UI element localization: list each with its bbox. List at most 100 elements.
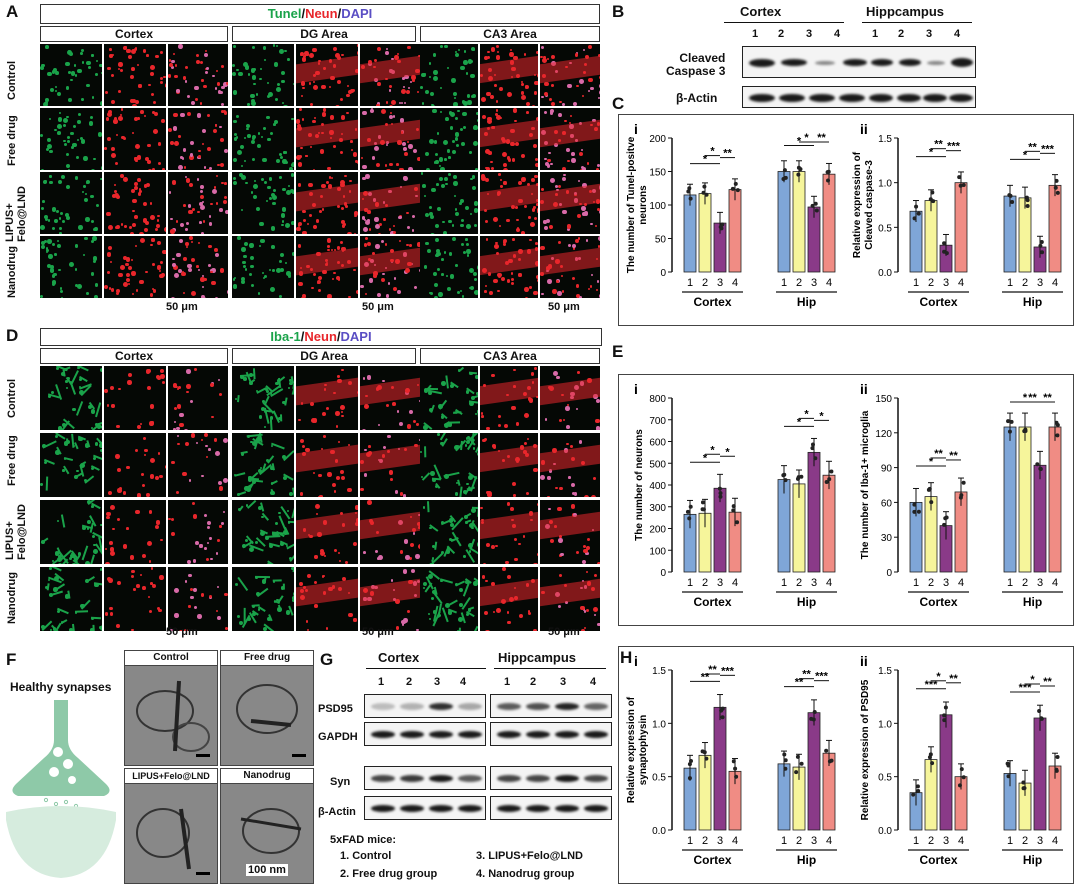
sig-mark: *	[710, 146, 715, 158]
y-tick-label: 1.5	[652, 666, 666, 677]
sig-mark: ***	[721, 665, 735, 677]
micrograph-tile	[540, 433, 600, 497]
x-tick-label: 1	[781, 277, 787, 289]
scale-d-1: 50 μm	[166, 626, 198, 638]
data-point	[1053, 185, 1058, 190]
data-point	[827, 759, 832, 764]
sig-mark: **	[1028, 141, 1037, 153]
data-point	[930, 190, 935, 195]
data-point	[1055, 433, 1060, 438]
sig-mark: **	[802, 669, 811, 681]
micrograph-tile	[420, 567, 478, 631]
bar	[807, 451, 821, 573]
data-point	[824, 748, 829, 753]
x-tick-label: 3	[1037, 277, 1043, 289]
sig-mark: *	[703, 154, 708, 166]
data-point	[813, 456, 818, 461]
group-label: Cortex	[693, 595, 731, 609]
micrograph-tile	[296, 567, 358, 631]
micrograph-tile	[420, 108, 478, 170]
bar	[807, 712, 821, 831]
data-point	[733, 181, 738, 186]
data-point	[912, 502, 917, 507]
x-tick-label: 1	[913, 577, 919, 589]
x-tick-label: 4	[1052, 577, 1058, 589]
data-point	[824, 480, 829, 485]
title-sep: /	[301, 6, 306, 21]
blot-strip	[364, 694, 486, 718]
x-tick-label: 3	[811, 835, 817, 847]
micrograph-tile	[540, 172, 600, 234]
data-point	[687, 186, 692, 191]
x-tick-label: 3	[811, 577, 817, 589]
data-point	[928, 752, 933, 757]
y-tick-label: 50	[655, 235, 667, 246]
row-label-control-d: Control	[6, 378, 18, 418]
y-axis-label: Relative expression ofsynaptophysin	[626, 696, 649, 803]
synapse-illustration	[6, 700, 116, 878]
data-point	[957, 175, 962, 180]
sig-mark: ***	[1019, 682, 1033, 694]
sig-mark: **	[708, 664, 717, 676]
y-tick-label: 0.5	[652, 773, 666, 784]
region-ca3-a: CA3 Area	[420, 26, 600, 42]
y-tick-label: 1.0	[878, 179, 892, 190]
data-point	[813, 201, 818, 206]
micrograph-grid-a	[40, 44, 602, 300]
em-nanodrug-label: Nanodrug	[221, 769, 313, 784]
micrograph-tile	[104, 567, 166, 631]
data-point	[1006, 763, 1011, 768]
y-tick-label: 300	[649, 503, 666, 514]
micrograph-tile	[480, 567, 538, 631]
x-tick-label: 4	[826, 277, 832, 289]
group-label: Hip	[797, 595, 816, 609]
micrograph-tile	[296, 44, 358, 106]
data-point	[916, 789, 921, 794]
chart-e-i: i 0 100 200 300 400 500 600 700 800 The number of …	[634, 381, 837, 609]
micrograph-tile	[296, 172, 358, 234]
x-tick-label: 3	[717, 835, 723, 847]
em-lipus-label: LIPUS+Felo@LND	[125, 769, 217, 784]
micrograph-tile	[232, 44, 294, 106]
lane-number: 3	[926, 28, 933, 40]
group-label: Cortex	[919, 595, 957, 609]
bar	[1048, 184, 1062, 273]
chart-sublabel: i	[634, 653, 638, 669]
micrograph-tile	[232, 500, 294, 564]
micrograph-tile	[360, 500, 420, 564]
data-point	[794, 770, 799, 775]
b-row-actin: β-Actin	[676, 91, 718, 105]
y-tick-label: 60	[881, 498, 893, 509]
sig-mark: *	[936, 671, 941, 683]
micrograph-tile	[40, 567, 102, 631]
data-point	[916, 211, 921, 216]
y-tick-label: 0.5	[878, 223, 892, 234]
data-point	[701, 190, 706, 195]
g-legend-1: 1. Control	[340, 850, 392, 862]
sig-mark: *	[929, 147, 934, 159]
micrograph-tile	[296, 108, 358, 170]
panel-e-letter: E	[612, 342, 624, 361]
sig-mark: *	[1023, 149, 1028, 161]
data-point	[927, 486, 932, 491]
x-tick-label: 2	[928, 577, 934, 589]
group-label: Cortex	[693, 295, 731, 309]
x-tick-label: 1	[1007, 577, 1013, 589]
micrograph-tile	[232, 433, 294, 497]
data-point	[1025, 204, 1030, 209]
title-dapi: DAPI	[340, 329, 372, 344]
x-tick-label: 4	[826, 577, 832, 589]
title-sep: /	[337, 6, 342, 21]
micrograph-tile	[360, 44, 420, 106]
x-tick-label: 3	[811, 277, 817, 289]
data-point	[700, 500, 705, 505]
data-point	[799, 474, 804, 479]
x-tick-label: 2	[928, 277, 934, 289]
data-point	[1039, 716, 1044, 721]
panel-c-frame	[618, 114, 1074, 326]
y-tick-label: 0.0	[878, 268, 892, 279]
sig-mark: ***	[925, 679, 939, 691]
lane-number: 2	[530, 676, 537, 688]
sig-mark: **	[795, 677, 804, 689]
data-point	[829, 469, 834, 474]
